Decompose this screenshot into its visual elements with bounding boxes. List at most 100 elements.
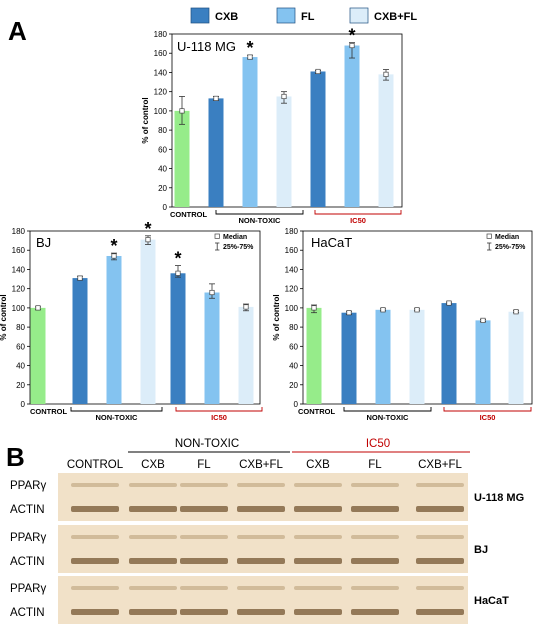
bar <box>204 292 220 404</box>
bar <box>310 71 326 207</box>
significance-star: * <box>174 249 181 269</box>
blot-row-label: PPARγ <box>10 583 46 595</box>
y-tick-label: 100 <box>12 304 26 313</box>
y-tick-label: 60 <box>158 145 167 154</box>
median-marker <box>77 275 83 281</box>
significance-star: * <box>246 38 253 58</box>
actin-band <box>351 558 399 564</box>
bar <box>170 273 186 404</box>
blot-column-label: CXB <box>306 459 330 471</box>
median-marker <box>175 270 181 276</box>
ppar-band <box>351 535 399 539</box>
legend-swatch-2 <box>349 7 369 24</box>
chart-u118mg: 0 20 40 60 80 100 120 140 160 180 % of control U-11… <box>141 26 403 225</box>
non-toxic-label: NON-TOXIC <box>239 216 282 225</box>
ppar-band <box>294 586 342 590</box>
y-tick-label: 80 <box>289 323 298 332</box>
actin-band <box>71 558 119 564</box>
ppar-band <box>416 535 464 539</box>
median-legend-label: Median <box>223 234 247 241</box>
ppar-band <box>294 483 342 487</box>
legend-label-1: FL <box>301 11 315 23</box>
ic50-bracket <box>443 407 532 412</box>
range-legend-label: 25%-75% <box>223 244 254 251</box>
bar <box>30 307 46 404</box>
actin-band <box>351 506 399 512</box>
ppar-band <box>129 586 177 590</box>
actin-band <box>180 506 228 512</box>
non-toxic-label: NON-TOXIC <box>96 413 139 422</box>
ic50-label: IC50 <box>350 216 366 225</box>
chart-hacat: 0 20 40 60 80 100 120 140 160 180 % of control HaCa… <box>272 227 533 422</box>
median-marker <box>315 68 321 75</box>
bar <box>508 311 524 404</box>
panel-b-label: B <box>6 442 25 472</box>
y-tick-label: 160 <box>12 246 26 255</box>
chart-title: HaCaT <box>311 235 352 250</box>
ppar-band <box>351 586 399 590</box>
blot-row-label: PPARγ <box>10 532 46 544</box>
y-tick-label: 40 <box>16 362 25 371</box>
actin-band <box>416 506 464 512</box>
actin-band <box>237 558 285 564</box>
median-legend-label: Median <box>495 234 519 241</box>
median-marker <box>145 237 151 243</box>
bar <box>441 303 457 404</box>
y-tick-label: 140 <box>285 265 299 274</box>
y-tick-label: 60 <box>16 342 25 351</box>
ppar-band <box>129 483 177 487</box>
non-toxic-bracket <box>215 210 304 215</box>
y-tick-label: 20 <box>158 184 167 193</box>
y-tick-label: 20 <box>16 381 25 390</box>
blot-cell-line-label: HaCaT <box>474 595 509 607</box>
blot-column-label: CXB <box>141 459 165 471</box>
bar <box>106 255 122 404</box>
actin-band <box>71 506 119 512</box>
y-tick-label: 100 <box>285 304 299 313</box>
blot-2: PPARγ ACTIN HaCaT <box>10 576 509 624</box>
treatment-legend: CXB FL CXB+FL <box>190 7 417 24</box>
blot-header: NON-TOXIC IC50 CONTROL CXB FL CXB+FL CXB FL CXB+… <box>67 438 470 471</box>
median-marker <box>209 289 215 296</box>
ppar-band <box>237 535 285 539</box>
median-legend-marker <box>214 233 220 239</box>
blot-column-label: FL <box>197 459 211 471</box>
western-blots: PPARγ ACTIN U-118 MG PPARγ ACTIN BJ PPARγ ACTIN… <box>10 473 524 624</box>
blot-column-label: FL <box>368 459 382 471</box>
blot-column-label: CXB+FL <box>418 459 462 471</box>
significance-star: * <box>348 26 355 46</box>
bar <box>276 96 292 207</box>
blot-column-label: CXB+FL <box>239 459 283 471</box>
control-label: CONTROL <box>170 210 207 219</box>
panel-a-label: A <box>8 16 27 46</box>
y-tick-label: 80 <box>158 126 167 135</box>
ppar-band <box>416 483 464 487</box>
non-toxic-label: NON-TOXIC <box>367 413 410 422</box>
ppar-band <box>180 535 228 539</box>
median-marker <box>213 95 219 101</box>
blot-background <box>58 576 468 624</box>
actin-band <box>294 506 342 512</box>
actin-band <box>294 558 342 564</box>
bar <box>242 57 258 207</box>
median-marker <box>311 305 317 311</box>
control-label: CONTROL <box>30 407 67 416</box>
actin-band <box>237 609 285 615</box>
median-marker <box>179 108 185 114</box>
blot-1: PPARγ ACTIN BJ <box>10 525 488 573</box>
median-marker <box>380 307 386 313</box>
actin-band <box>180 558 228 564</box>
bar <box>375 309 391 404</box>
y-tick-label: 140 <box>12 265 26 274</box>
y-tick-label: 100 <box>154 107 168 116</box>
chart-title: U-118 MG <box>177 39 236 54</box>
blot-row-label: ACTIN <box>10 504 45 516</box>
y-tick-label: 120 <box>12 285 26 294</box>
actin-band <box>294 609 342 615</box>
y-tick-label: 140 <box>154 68 168 77</box>
actin-band <box>237 506 285 512</box>
bar <box>306 307 322 404</box>
median-marker <box>446 300 452 306</box>
y-tick-label: 0 <box>21 400 26 409</box>
chart-bj: 0 20 40 60 80 100 120 140 160 180 % of control BJ * *… <box>0 219 263 422</box>
